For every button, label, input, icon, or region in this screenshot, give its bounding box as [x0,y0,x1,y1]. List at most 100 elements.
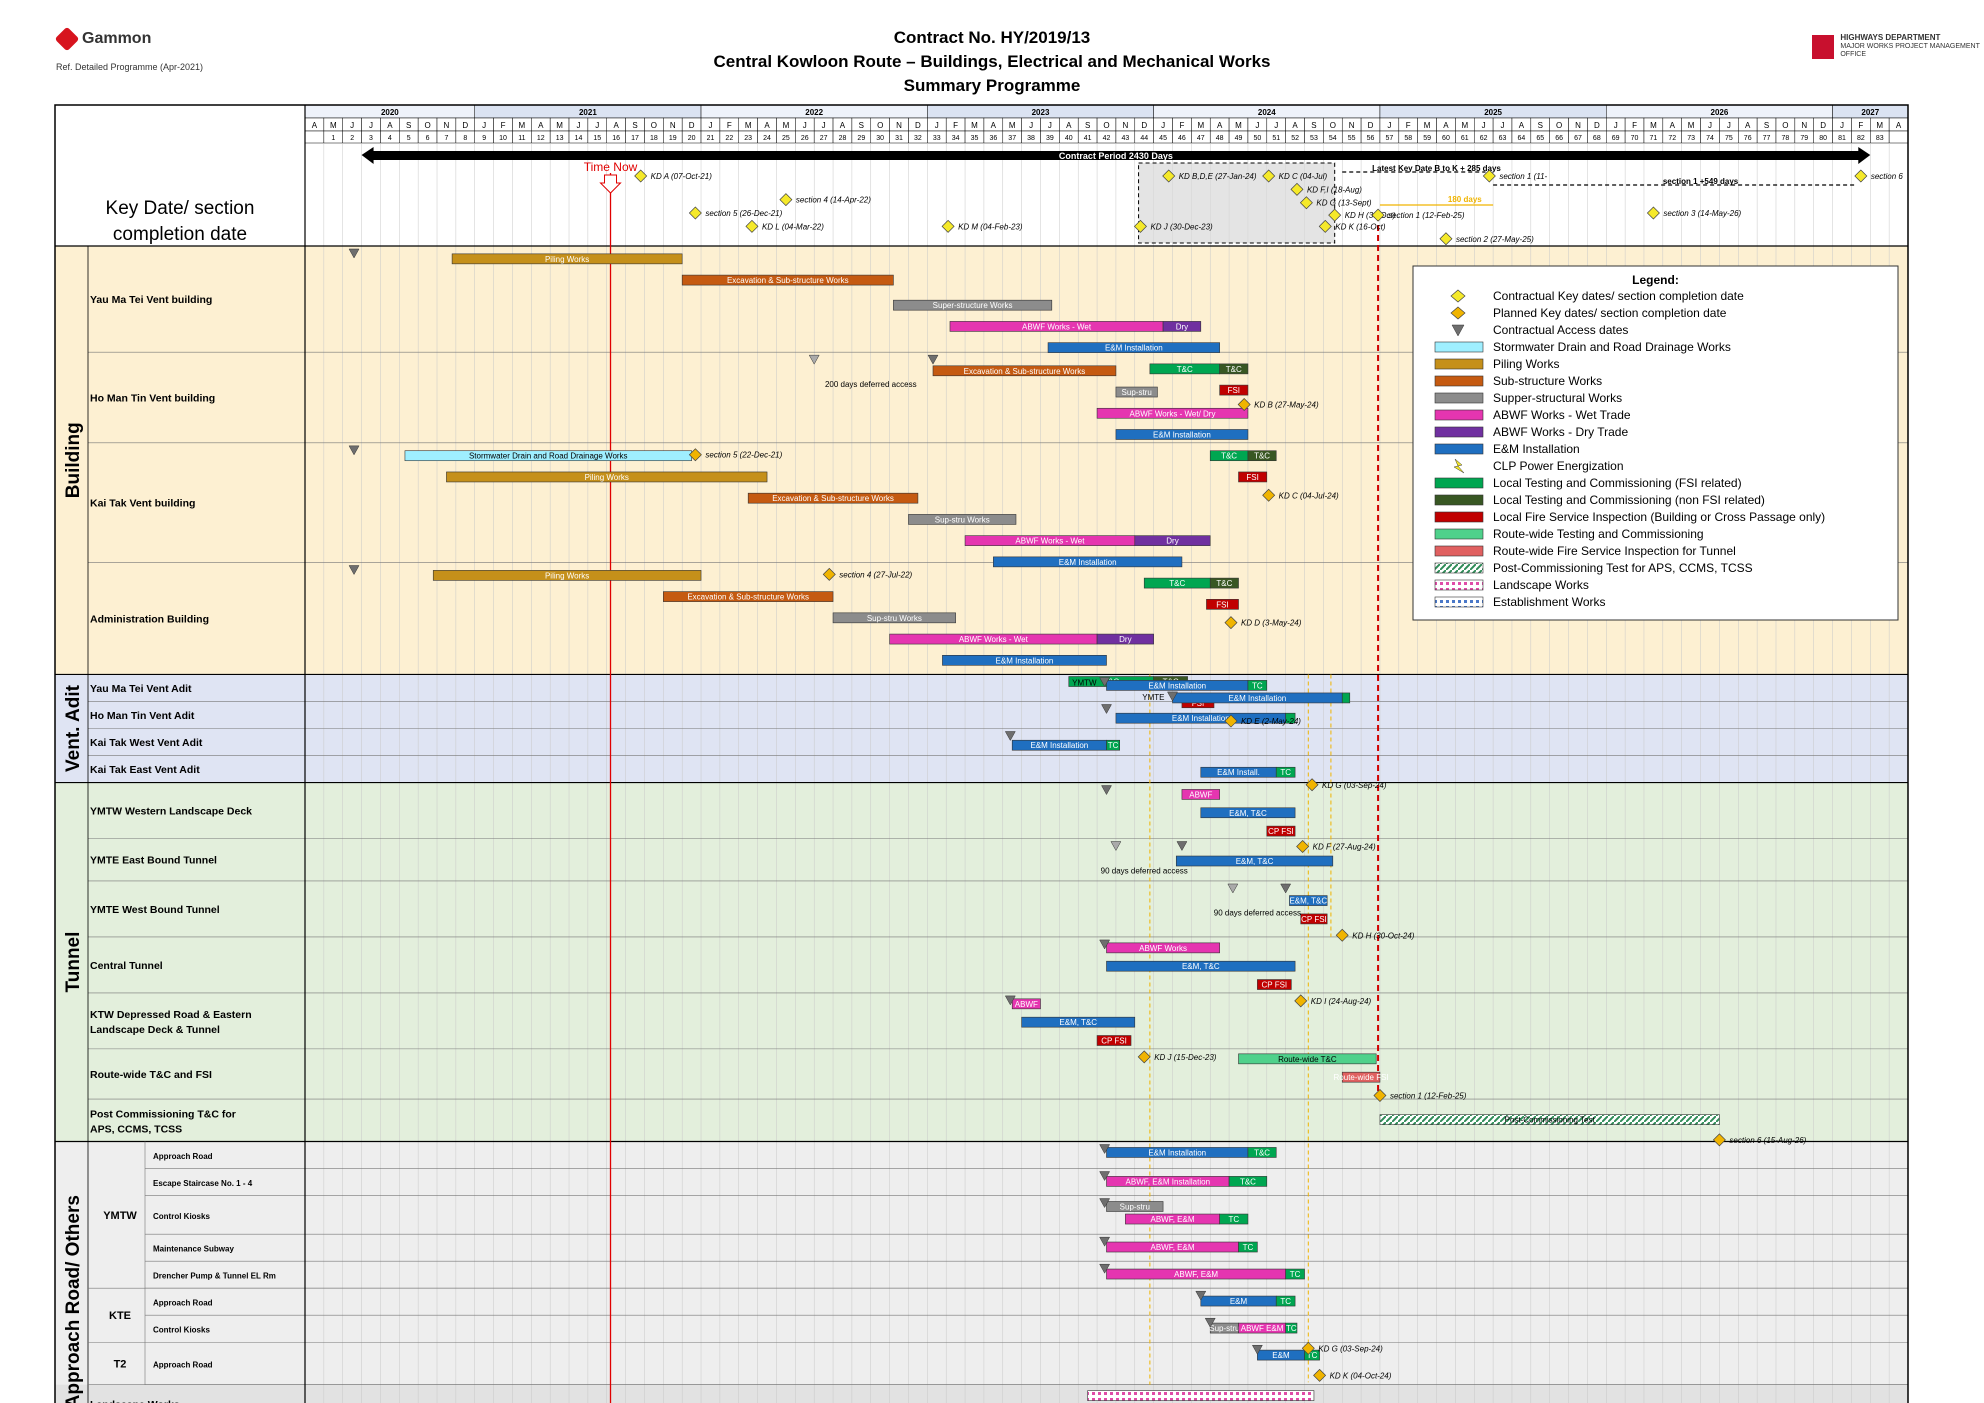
month-label: N [1801,121,1807,130]
month-label: S [1764,121,1769,130]
row-label: YMTW Western Landscape Deck [90,806,252,818]
milestone-diamond-icon [1290,182,1304,196]
row-label: Escape Staircase No. 1 - 4 [153,1179,253,1188]
brand-name: Gammon [82,30,152,47]
row-label: YMTE West Bound Tunnel [90,904,220,916]
access-triangle-icon [348,445,360,456]
month-number: 50 [1253,135,1261,142]
bar-label: TC [1280,768,1291,777]
month-number: 83 [1876,135,1884,142]
month-number: 35 [971,135,979,142]
milestone-diamond-icon [1224,616,1238,630]
legend-swatch [1434,494,1484,506]
bar-label: E&M Install. [1217,768,1260,777]
access-triangle-icon [1204,1317,1216,1328]
bar-sub [663,591,834,602]
legend-item-label: Supper-structural Works [1493,391,1622,405]
row-label: Drencher Pump & Tunnel EL Rm [153,1272,276,1281]
contract-period-arrow-right [1858,147,1871,164]
month-number: 73 [1687,135,1695,142]
month-number: 18 [650,135,658,142]
milestone-diamond-icon [1328,208,1342,222]
month-label: O [877,121,883,130]
bar-label: E&M [1272,1351,1290,1360]
month-label: S [1538,121,1543,130]
access-triangle-icon [1251,1344,1263,1355]
bar-rfsi [1341,1071,1381,1083]
row-label: Ho Man Tin Vent building [90,393,215,405]
month-number: 65 [1536,135,1544,142]
access-triangle-icon [1101,785,1112,796]
month-number: 67 [1574,135,1582,142]
month-number: 14 [575,135,583,142]
legend-bolt-icon [1453,458,1465,474]
bar-label: ABWF [1189,790,1212,799]
bar-label: Piling Works [545,571,589,580]
month-label: J [1727,121,1731,130]
bar-super [893,299,1053,311]
month-number: 59 [1423,135,1431,142]
legend-item-label: Piling Works [1493,357,1559,371]
bar-em [1021,1016,1136,1028]
bar-label: ABWF Works - Wet [1022,322,1092,331]
milestone-diamond-icon [1237,398,1251,412]
access-triangle-icon [348,565,360,576]
bar-label: TC [1286,1324,1297,1333]
year-label: 2026 [1711,108,1729,117]
legend-item-label: Local Testing and Commissioning (non FSI… [1493,493,1765,507]
month-label: J [708,121,712,130]
month-label: D [689,121,695,130]
row-label: Landscape Works [90,1399,180,1403]
bar-tc [1209,577,1239,589]
bar-label: Dry [1119,635,1131,644]
key-date-note: 180 days [1448,195,1482,204]
month-label: F [1406,121,1411,130]
bar-super [908,514,1017,525]
access-triangle-icon [1110,841,1122,852]
month-number: 63 [1499,135,1507,142]
month-number: 5 [407,135,411,142]
milestone-label: KD B,D,E (27-Jan-24) [1179,172,1257,181]
bar-label: TC [1290,1270,1301,1279]
month-label: M [1876,121,1883,130]
legend-swatch [1434,562,1484,574]
bar-label: E&M Installation [1148,681,1206,690]
legend-box [1412,265,1899,621]
subgroup-label: YMTW [103,1210,137,1222]
bar-tc [1219,363,1249,375]
bar-label: TC [1228,1215,1239,1224]
month-number: 61 [1461,135,1469,142]
bar-label: Dry [1176,322,1188,331]
bar-label: ABWF Works [1139,944,1187,953]
row-label: Landscape Deck & Tunnel [90,1024,220,1036]
month-number: 15 [593,135,601,142]
bar-label: T&C [1226,365,1242,374]
bar-tcfsi [1285,1268,1305,1280]
month-label: J [822,121,826,130]
month-number: 82 [1857,135,1865,142]
month-number: 45 [1159,135,1167,142]
month-label: J [369,121,373,130]
bar-wet [1181,789,1220,800]
bar-tcfsi [1285,1322,1298,1334]
milestone-diamond-icon [779,193,793,207]
legend-title: Legend: [1632,273,1679,287]
month-label: J [576,121,580,130]
bar-fsi [1300,913,1328,925]
legend-item-label: ABWF Works - Dry Trade [1493,425,1628,439]
year-label: 2025 [1484,108,1502,117]
milestone-diamond-icon [1439,232,1453,246]
milestone-diamond-icon [1712,1133,1726,1147]
programme-title: Summary Programme [903,76,1081,95]
contract-title: Contract No. HY/2019/13 [893,28,1091,47]
key-date-note: Latest Key Date B to K + 285 days [1372,164,1501,173]
year-label: 2024 [1258,108,1276,117]
bar-label: Piling Works [585,473,629,482]
legend-swatch [1434,579,1484,591]
contract-period-bar [371,151,1861,160]
month-label: A [1217,121,1223,130]
year-label: 2022 [805,108,823,117]
gammon-logo: Gammon [54,26,152,52]
milestone-label: section 4 (27-Jul-22) [839,570,912,579]
month-number: 38 [1027,135,1035,142]
